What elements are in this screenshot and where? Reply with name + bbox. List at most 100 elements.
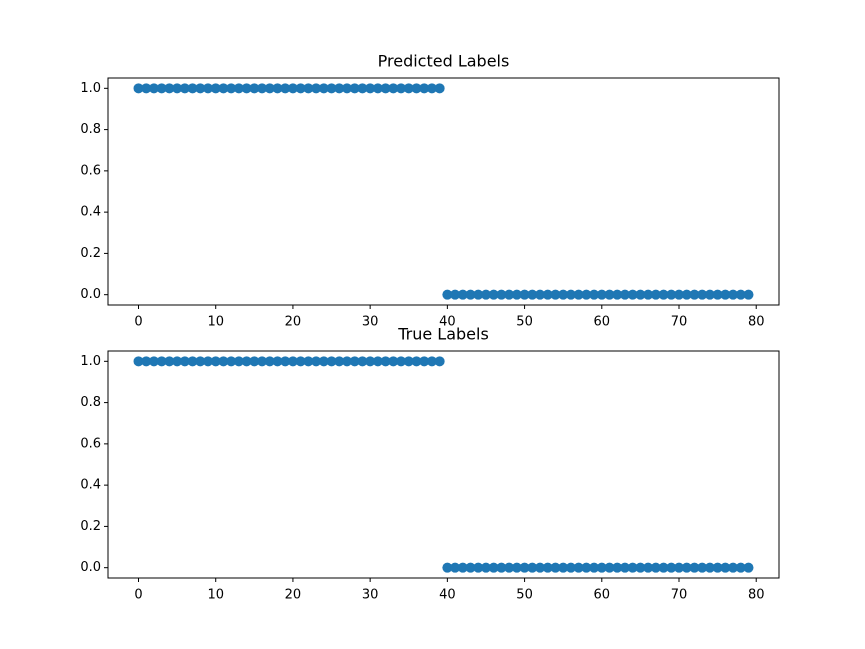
x-tick-label: 40: [439, 588, 456, 603]
point: [450, 289, 461, 300]
point: [666, 289, 677, 300]
point: [527, 562, 538, 573]
point: [311, 83, 322, 94]
point: [604, 289, 615, 300]
point: [519, 289, 530, 300]
point: [658, 289, 669, 300]
point: [341, 83, 352, 94]
point: [565, 289, 576, 300]
point: [233, 83, 244, 94]
point: [280, 356, 291, 367]
point: [565, 562, 576, 573]
point: [133, 356, 144, 367]
point: [511, 289, 522, 300]
point: [465, 289, 476, 300]
point: [148, 356, 159, 367]
axes-frame: [107, 77, 780, 306]
point: [326, 83, 337, 94]
point: [311, 356, 322, 367]
point: [426, 83, 437, 94]
point: [357, 356, 368, 367]
point: [403, 356, 414, 367]
y-tick-label: 1.0: [80, 81, 101, 96]
x-tick-label: 20: [285, 588, 302, 603]
x-tick-label: 0: [134, 315, 142, 330]
x-tick-label: 10: [207, 315, 224, 330]
x-tick-label: 50: [516, 315, 533, 330]
point: [202, 83, 213, 94]
point: [396, 83, 407, 94]
point: [272, 356, 283, 367]
point: [280, 83, 291, 94]
y-tick-label: 0.0: [80, 287, 101, 302]
point: [589, 289, 600, 300]
point: [434, 83, 445, 94]
point: [519, 562, 530, 573]
point: [303, 83, 314, 94]
point: [473, 289, 484, 300]
point: [535, 289, 546, 300]
point: [589, 562, 600, 573]
point: [295, 356, 306, 367]
x-tick-label: 60: [594, 315, 611, 330]
point: [457, 562, 468, 573]
point: [442, 562, 453, 573]
y-tick-label: 1.0: [80, 354, 101, 369]
point: [658, 562, 669, 573]
point: [496, 289, 507, 300]
point: [704, 289, 715, 300]
point: [365, 356, 376, 367]
x-tick-label: 70: [671, 588, 688, 603]
y-tick-label: 0.2: [80, 246, 101, 261]
point: [689, 289, 700, 300]
point: [334, 83, 345, 94]
point: [697, 562, 708, 573]
point: [164, 356, 175, 367]
point: [210, 83, 221, 94]
point: [411, 83, 422, 94]
point: [480, 289, 491, 300]
point: [720, 289, 731, 300]
point: [257, 356, 268, 367]
point: [681, 562, 692, 573]
point: [643, 562, 654, 573]
point: [612, 289, 623, 300]
point: [365, 83, 376, 94]
axes-frame: [107, 350, 780, 579]
point: [735, 562, 746, 573]
point: [712, 289, 723, 300]
point: [218, 356, 229, 367]
point: [303, 356, 314, 367]
point: [728, 562, 739, 573]
x-tick-label: 0: [134, 588, 142, 603]
point: [388, 356, 399, 367]
point: [542, 289, 553, 300]
x-tick-label: 60: [594, 588, 611, 603]
point: [619, 562, 630, 573]
point: [596, 562, 607, 573]
point: [542, 562, 553, 573]
point: [558, 562, 569, 573]
point: [179, 356, 190, 367]
x-tick-label: 30: [362, 588, 379, 603]
point: [450, 562, 461, 573]
point: [643, 289, 654, 300]
point: [550, 562, 561, 573]
point: [689, 562, 700, 573]
point: [133, 83, 144, 94]
point: [187, 83, 198, 94]
y-tick-label: 0.2: [80, 519, 101, 534]
y-tick-label: 0.8: [80, 122, 101, 137]
y-tick-label: 0.6: [80, 163, 101, 178]
point: [627, 289, 638, 300]
point: [612, 562, 623, 573]
point: [226, 83, 237, 94]
point: [496, 562, 507, 573]
point: [596, 289, 607, 300]
point: [666, 562, 677, 573]
x-tick-label: 80: [748, 588, 765, 603]
point: [287, 83, 298, 94]
y-tick-label: 0.8: [80, 395, 101, 410]
point: [241, 356, 252, 367]
point: [396, 356, 407, 367]
